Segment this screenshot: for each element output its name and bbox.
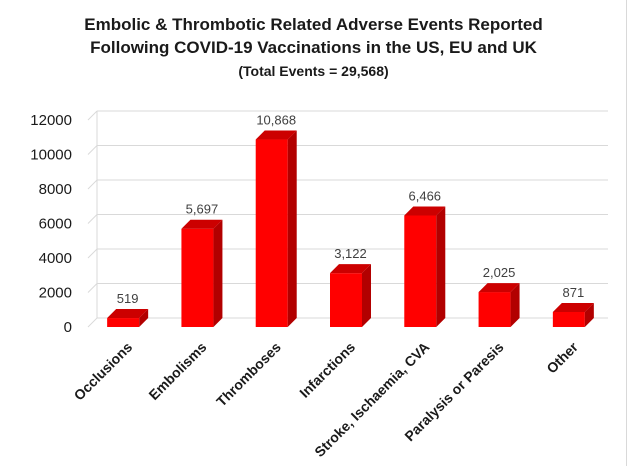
chart-subtitle: (Total Events = 29,568) — [238, 63, 389, 79]
bar — [552, 302, 594, 327]
bar-side — [510, 283, 520, 327]
gridline-diagonal — [87, 179, 98, 190]
y-tick-label: 4000 — [39, 250, 72, 267]
data-label: 10,868 — [256, 113, 296, 128]
bar-top — [255, 130, 297, 140]
chart-title-line-2: Following COVID-19 Vaccinations in the U… — [90, 38, 537, 57]
bar — [404, 206, 446, 327]
bar-top — [478, 283, 520, 293]
bar-side — [584, 302, 594, 327]
data-label: 871 — [563, 285, 585, 300]
gridline-diagonal — [87, 110, 98, 121]
chart-title-line-1: Embolic & Thrombotic Related Adverse Eve… — [84, 15, 543, 34]
bar-front — [552, 311, 585, 327]
bar — [478, 283, 520, 327]
y-tick-label: 6000 — [39, 216, 72, 233]
bar-side — [213, 219, 223, 327]
bar-side — [287, 130, 297, 327]
bar-front — [404, 215, 437, 327]
bar-front — [107, 318, 140, 327]
x-tick-label: Infarctions — [296, 339, 358, 401]
y-tick-label: 10000 — [30, 147, 72, 164]
y-tick-label: 2000 — [39, 285, 72, 302]
gridline-diagonal — [87, 317, 98, 328]
x-tick-label: Other — [543, 338, 581, 376]
gridline-diagonal — [87, 248, 98, 259]
data-labels: 519 5,697 10,868 3,122 6,466 2,025 871 — [117, 113, 584, 307]
bar — [330, 264, 371, 327]
data-label: 6,466 — [409, 188, 442, 203]
y-tick-label: 0 — [64, 319, 72, 336]
bars — [107, 130, 594, 327]
data-label: 3,122 — [334, 246, 367, 261]
data-label: 5,697 — [186, 202, 219, 217]
bar — [181, 219, 223, 327]
x-tick-label: Embolisms — [145, 339, 209, 403]
bar-side — [436, 206, 446, 327]
bar-top — [181, 219, 223, 229]
y-tick-label: 12000 — [30, 112, 72, 129]
bar-front — [255, 139, 288, 327]
bar-top — [107, 309, 149, 319]
bar-top — [330, 264, 371, 274]
bar — [255, 130, 297, 327]
gridline-diagonal — [87, 145, 98, 155]
bar-top — [552, 302, 594, 312]
bar-front — [181, 228, 214, 327]
x-axis-tick-labels: Occlusions Embolisms Thromboses Infarctions… — [71, 338, 582, 460]
bar-top — [404, 206, 446, 216]
bar-front — [478, 292, 511, 327]
data-label: 2,025 — [483, 265, 516, 280]
bar-side — [139, 309, 149, 327]
y-tick-label: 8000 — [39, 181, 72, 198]
bar-front — [330, 273, 362, 327]
x-tick-label: Thromboses — [213, 339, 284, 410]
y-axis-tick-labels: 0 2000 4000 6000 8000 10000 12000 — [30, 112, 72, 336]
bar-side — [362, 264, 371, 327]
gridline-diagonal — [87, 283, 98, 293]
data-label: 519 — [117, 291, 139, 306]
bar — [107, 309, 149, 327]
x-tick-label: Occlusions — [71, 339, 136, 404]
gridline-diagonal — [87, 214, 98, 224]
